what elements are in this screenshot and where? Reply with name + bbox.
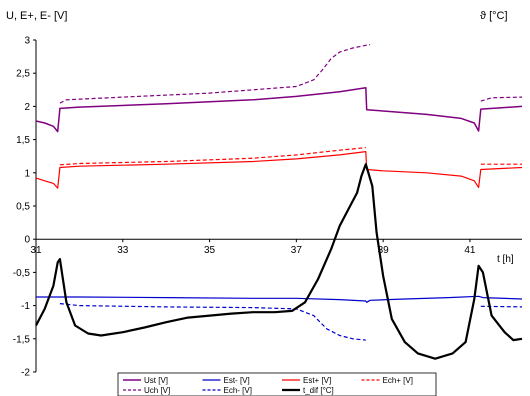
y-tick-label: 0,5 [16,202,30,213]
y-tick-label: 2 [24,102,30,113]
series-line-2 [480,96,523,102]
series-line-7 [59,147,366,166]
legend-label: Uch [V] [144,386,170,395]
x-tick-label: 37 [291,245,303,256]
y-ticks: -2 -1,5 -1 -0,5 0 0,5 1 1,5 2 2,5 3 [13,36,36,379]
y-axis-label: U, E+, E- [V] [6,10,67,22]
legend-label: t_dif [°C] [303,386,334,395]
y-tick-label: 1 [24,168,30,179]
y-tick-label: -0,5 [13,268,31,279]
legend-label: Ech- [V] [224,386,252,395]
legend-box [117,372,437,396]
y2-axis-label: ϑ [°C] [480,10,508,22]
y-tick-label: -1 [21,301,30,312]
series-layer [35,44,523,360]
legend-label: Est- [V] [224,376,250,385]
x-tick-label: 35 [204,245,216,256]
x-axis-label: t [h] [497,254,514,265]
y-tick-label: 1,5 [16,135,30,146]
legend-label: Ech+ [V] [383,376,413,385]
y-tick-label: -2 [21,368,30,379]
x-tick-label: 41 [464,245,476,256]
series-line-3 [36,295,523,303]
y-tick-label: 3 [24,36,30,47]
series-line-0 [35,87,523,133]
series-line-1 [59,44,371,104]
x-tick-label: 33 [117,245,129,256]
x-tick-label: 39 [378,245,390,256]
legend: Ust [V] Est- [V] Est+ [V] Ech+ [V] Uch [V] Ec… [117,372,437,396]
series-line-6 [35,151,523,189]
legend-label: Est+ [V] [303,376,331,385]
series-line-4 [59,303,366,341]
x-ticks: 31 33 35 37 39 41 [30,239,476,256]
legend-label: Ust [V] [144,376,168,385]
y-tick-label: 0 [24,235,30,246]
y-tick-label: 2,5 [16,69,30,80]
series-line-5 [480,305,523,308]
series-line-9 [35,163,523,360]
x-tick-label: 31 [30,245,42,256]
y-tick-label: -1,5 [13,334,31,345]
